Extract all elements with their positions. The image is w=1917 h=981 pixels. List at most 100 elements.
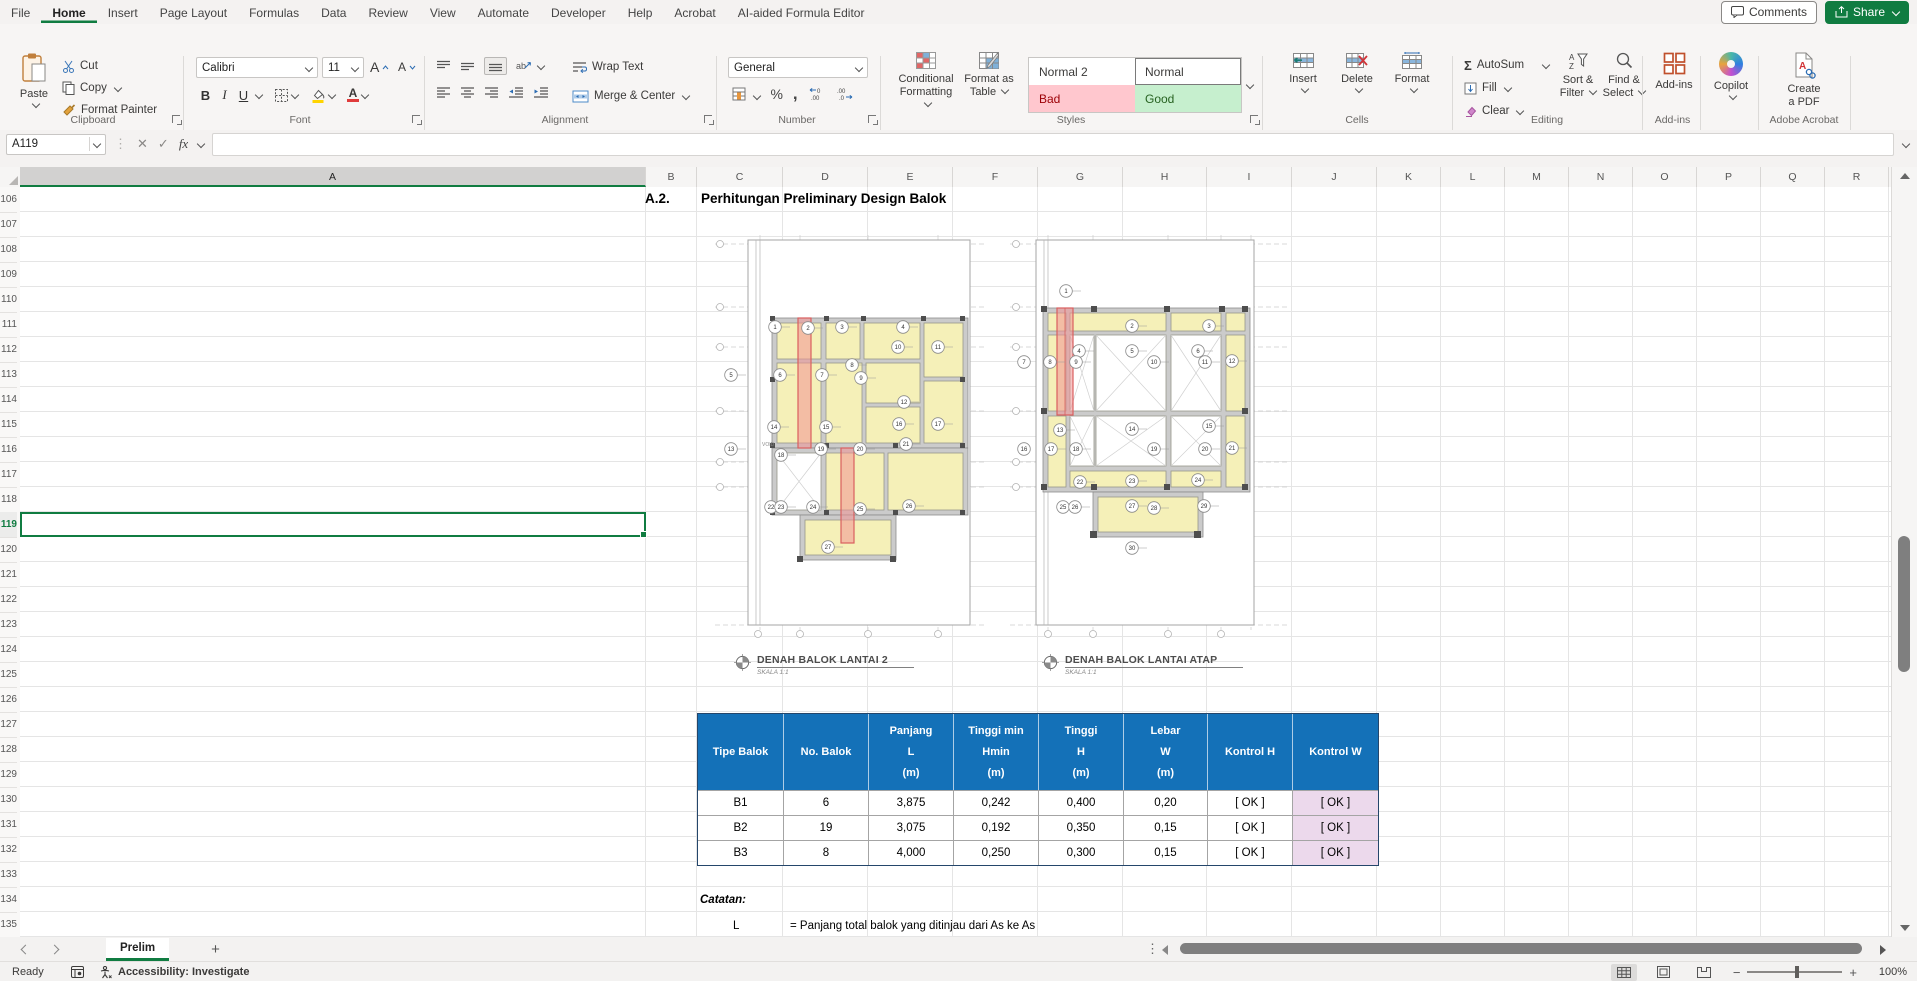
zoom-slider[interactable] [1747,966,1843,978]
number-dialog-launcher[interactable] [868,115,878,125]
tabbar-grip[interactable]: ⋮ [1146,941,1159,956]
row-header-124[interactable]: 124 [0,637,17,663]
column-header-i[interactable]: I [1207,167,1292,187]
vertical-scroll-thumb[interactable] [1898,536,1910,672]
row-header-112[interactable]: 112 [0,337,17,363]
font-color-button[interactable]: A [347,87,359,103]
table-cell[interactable]: 0,192 [954,815,1039,840]
share-button[interactable]: Share [1824,0,1909,24]
formula-input[interactable] [212,132,1894,156]
ribbon-tab-view[interactable]: View [429,5,456,20]
row-header-133[interactable]: 133 [0,862,17,888]
comments-button[interactable]: Comments [1720,0,1817,24]
zoom-slider-thumb[interactable] [1795,966,1800,978]
table-cell[interactable]: 4,000 [869,840,954,865]
clear-button[interactable]: Clear [1464,101,1525,121]
table-cell[interactable]: 0,400 [1039,790,1124,815]
row-header-125[interactable]: 125 [0,662,17,688]
next-sheet-icon[interactable] [49,944,60,954]
column-header-k[interactable]: K [1377,167,1441,187]
name-box[interactable]: A119 [6,133,106,155]
cut-button[interactable]: Cut [62,56,98,76]
row-header-119[interactable]: 119 [0,512,17,538]
accessibility-icon[interactable] [100,965,112,979]
number-format-select[interactable]: General [728,57,868,78]
formula-bar-grip[interactable]: ⋮ [114,136,127,151]
row-header-116[interactable]: 116 [0,437,17,463]
autosum-button[interactable]: Σ AutoSum [1464,55,1551,75]
table-cell[interactable]: B1 [698,790,784,815]
row-header-111[interactable]: 111 [0,312,17,338]
styles-dialog-launcher[interactable] [1250,115,1260,125]
align-middle-icon[interactable] [460,60,475,72]
row-header-115[interactable]: 115 [0,412,17,438]
underline-button[interactable]: U [238,87,249,103]
increase-indent-icon[interactable] [533,86,549,98]
scroll-left-icon[interactable] [1162,945,1168,955]
table-cell[interactable]: 6 [784,790,869,815]
conditional-formatting-button[interactable]: Conditional Formatting [894,52,958,130]
align-right-icon[interactable] [484,86,499,98]
selected-cell-a119[interactable] [20,512,647,538]
table-cell[interactable]: [ OK ] [1208,815,1293,840]
row-header-130[interactable]: 130 [0,787,17,813]
table-header-kontrol-h[interactable]: Kontrol H [1208,714,1293,790]
table-cell[interactable]: B3 [698,840,784,865]
zoom-out-icon[interactable]: − [1732,964,1741,980]
align-center-icon[interactable] [460,86,475,98]
row-header-132[interactable]: 132 [0,837,17,863]
row-header-108[interactable]: 108 [0,237,17,263]
table-cell[interactable]: 3,875 [869,790,954,815]
column-header-h[interactable]: H [1123,167,1207,187]
table-header-tinggi-min[interactable]: Tinggi min Hmin (m) [954,714,1039,790]
percent-style-button[interactable]: % [770,86,783,102]
row-header-120[interactable]: 120 [0,537,17,563]
column-header-a[interactable]: A [20,167,646,187]
comma-style-button[interactable]: , [792,84,798,103]
column-header-q[interactable]: Q [1761,167,1825,187]
ribbon-tab-insert[interactable]: Insert [107,5,138,20]
insert-cells-button[interactable]: Insert [1278,52,1328,130]
cell-style-normal-2[interactable]: Normal 2 [1039,64,1088,79]
ribbon-tab-acrobat[interactable]: Acrobat [674,5,716,20]
table-cell[interactable]: [ OK ] [1208,840,1293,865]
decrease-indent-icon[interactable] [508,86,524,98]
enter-formula-icon[interactable]: ✓ [157,136,169,151]
row-header-106[interactable]: 106 [0,187,17,213]
table-header-tinggi[interactable]: Tinggi H (m) [1039,714,1124,790]
table-cell[interactable]: 3,075 [869,815,954,840]
table-cell[interactable]: 8 [784,840,869,865]
sheet-grid[interactable]: A.2. Perhitungan Preliminary Design Balo… [20,187,1891,937]
table-header-panjang[interactable]: Panjang L (m) [869,714,954,790]
ribbon-tab-home[interactable]: Home [41,2,96,23]
accessibility-status[interactable]: Accessibility: Investigate [118,966,250,978]
table-cell[interactable]: 0,300 [1039,840,1124,865]
table-cell[interactable]: 19 [784,815,869,840]
accounting-format-button[interactable] [732,87,762,101]
row-header-123[interactable]: 123 [0,612,17,638]
table-cell[interactable]: [ OK ] [1293,815,1378,840]
scroll-up-icon[interactable] [1900,173,1910,179]
column-header-l[interactable]: L [1441,167,1505,187]
zoom-level[interactable]: 100% [1878,966,1907,978]
font-family-select[interactable]: Calibri [196,57,318,78]
bold-button[interactable]: B [200,87,211,103]
ribbon-tab-file[interactable]: File [11,5,31,20]
row-header-126[interactable]: 126 [0,687,17,713]
font-dialog-launcher[interactable] [412,115,422,125]
column-header-f[interactable]: F [953,167,1038,187]
ribbon-tab-data[interactable]: Data [321,5,347,20]
fill-color-icon[interactable] [310,87,326,103]
ribbon-tab-help[interactable]: Help [627,5,653,20]
ribbon-tab-page-layout[interactable]: Page Layout [159,5,228,20]
scroll-down-icon[interactable] [1900,925,1910,931]
table-cell[interactable]: [ OK ] [1293,840,1378,865]
row-header-110[interactable]: 110 [0,287,17,313]
increase-font-button[interactable]: A [370,57,389,77]
format-painter-button[interactable]: Format Painter [62,100,157,120]
table-cell[interactable]: 0,20 [1124,790,1208,815]
format-as-table-button[interactable]: Format as Table [960,52,1018,130]
align-left-icon[interactable] [436,86,451,98]
row-header-122[interactable]: 122 [0,587,17,613]
row-header-127[interactable]: 127 [0,712,17,738]
